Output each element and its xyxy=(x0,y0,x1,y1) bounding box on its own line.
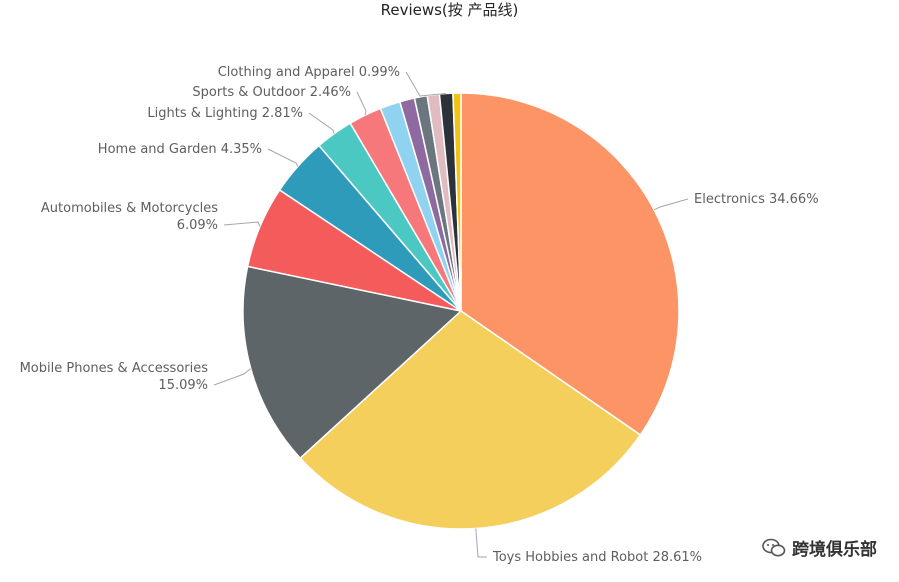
leader-line xyxy=(475,528,487,558)
watermark: 跨境俱乐部 xyxy=(762,535,877,560)
pie-slice-mobile-phones-accessories[interactable] xyxy=(242,265,463,460)
data-label: Lights & Lighting 2.81% xyxy=(147,106,303,121)
pie-slices xyxy=(242,92,680,530)
slice-labels: Electronics 34.66% Toys Hobbies and Robot… xyxy=(20,65,819,565)
chart-title: Reviews(按 产品线) xyxy=(380,1,519,19)
data-label: Toys Hobbies and Robot 28.61% xyxy=(492,550,702,565)
data-label: Home and Garden 4.35% xyxy=(98,142,262,157)
data-label: 6.09% xyxy=(177,218,218,233)
data-label: Sports & Outdoor 2.46% xyxy=(192,85,351,100)
data-label: 15.09% xyxy=(158,378,208,393)
leader-line xyxy=(308,112,335,134)
leader-line xyxy=(223,221,261,227)
data-label: Mobile Phones & Accessories xyxy=(20,361,209,376)
data-label: Clothing and Apparel 0.99% xyxy=(218,65,400,80)
leader-lines xyxy=(213,71,689,558)
watermark-text: 跨境俱乐部 xyxy=(792,540,877,560)
data-label: Automobiles & Motorcycles xyxy=(41,201,218,216)
leader-line xyxy=(267,148,299,167)
leader-line xyxy=(405,71,447,97)
pie-slice-12[interactable] xyxy=(452,92,462,312)
leader-line xyxy=(356,91,367,116)
wechat-icon xyxy=(762,538,786,556)
pie-slice-toys-hobbies-and-robot[interactable] xyxy=(299,310,642,530)
pie-slice-electronics[interactable] xyxy=(460,92,680,436)
leader-line xyxy=(213,368,252,386)
data-label: Electronics 34.66% xyxy=(694,192,819,207)
leader-line xyxy=(653,198,689,211)
